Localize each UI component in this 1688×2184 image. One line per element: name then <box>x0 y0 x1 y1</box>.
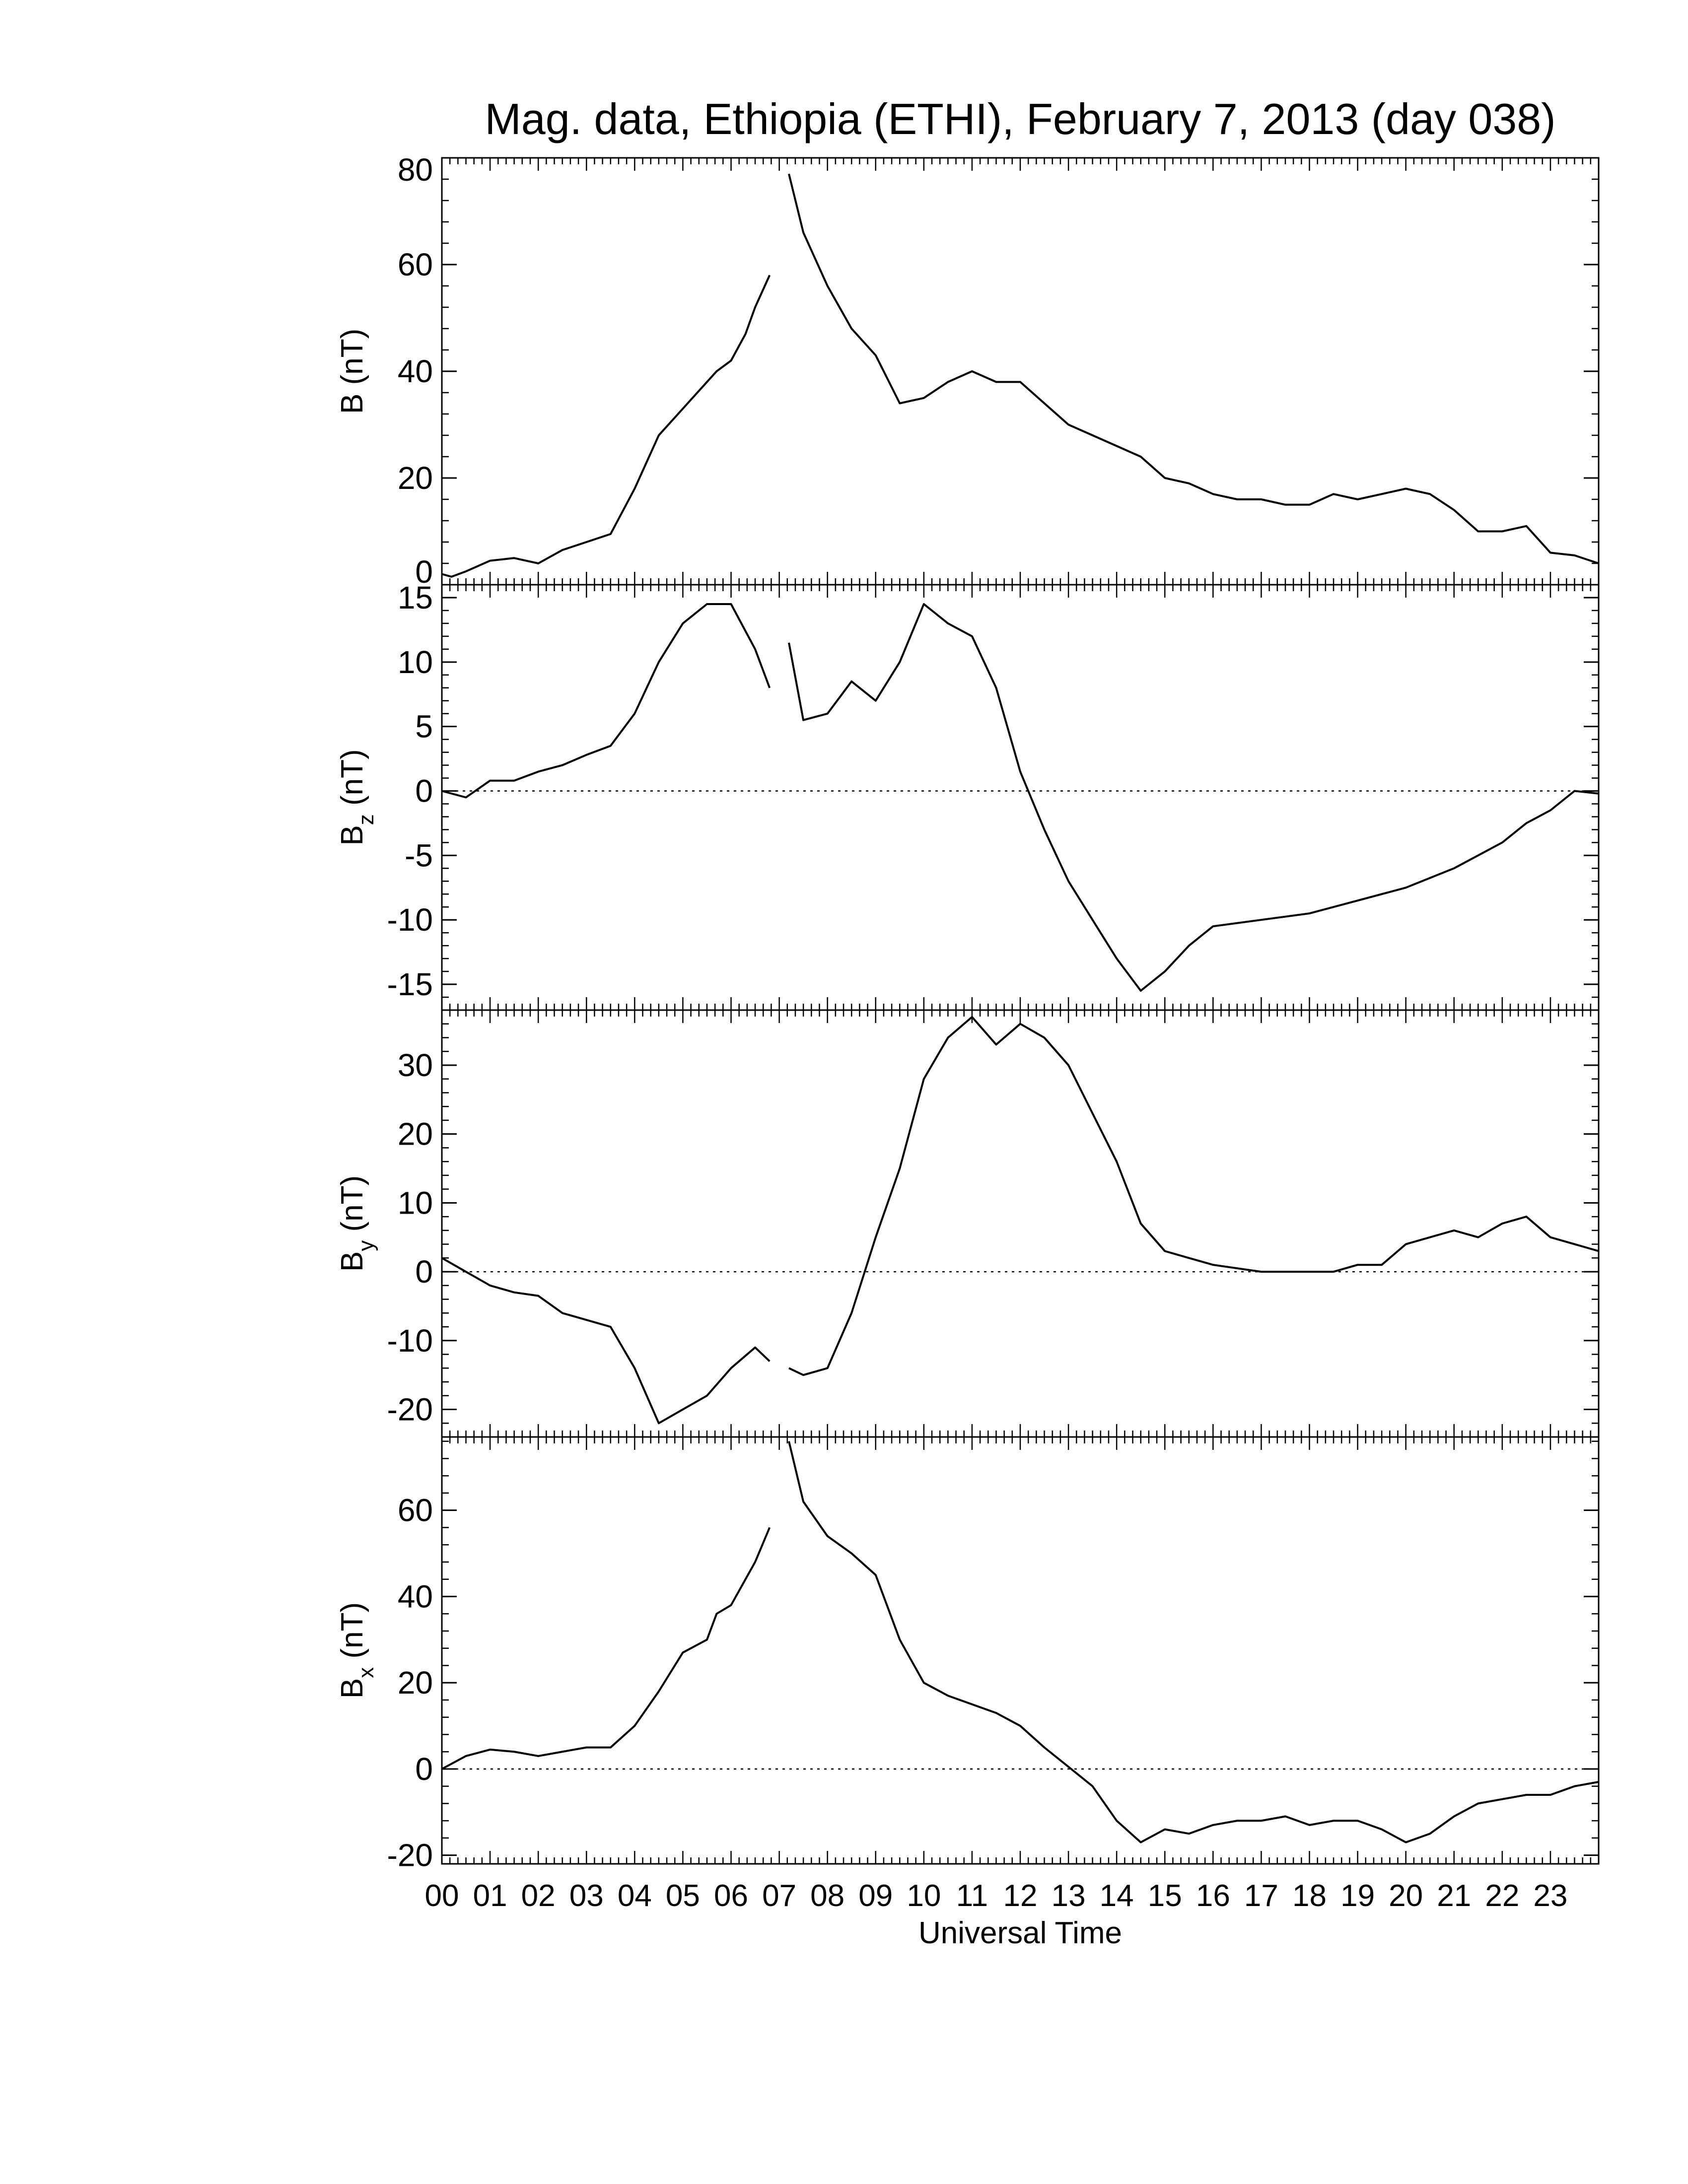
y-tick-label: -10 <box>387 902 433 938</box>
x-tick-label: 18 <box>1292 1879 1327 1913</box>
series-line-segment-0 <box>441 1527 771 1770</box>
x-tick-label: 17 <box>1244 1879 1278 1913</box>
x-tick-label: 01 <box>473 1879 507 1913</box>
panel-b-x-nt: -20 0 20 40 60 Bx (nT) <box>335 1436 1600 1873</box>
x-tick-label: 00 <box>425 1879 459 1913</box>
series-line-segment-0 <box>441 603 771 799</box>
y-axis-label: Bx (nT) <box>335 1602 378 1699</box>
y-tick-label: 5 <box>415 709 433 745</box>
x-tick-label: 08 <box>810 1879 844 1913</box>
y-axis-label: B (nT) <box>335 329 369 414</box>
panel-frame <box>441 584 1600 1011</box>
x-tick-label: 04 <box>618 1879 652 1913</box>
y-tick-label: 60 <box>398 247 433 282</box>
x-tick-label: 10 <box>907 1879 941 1913</box>
y-tick-label: 0 <box>415 554 433 590</box>
x-tick-label: 13 <box>1052 1879 1086 1913</box>
x-tick-label: 11 <box>956 1879 988 1913</box>
y-tick-label: 20 <box>398 460 433 496</box>
panel-frame <box>441 1009 1600 1438</box>
y-tick-label: 40 <box>398 353 433 389</box>
y-tick-label: 10 <box>398 644 433 680</box>
x-tick-label: 21 <box>1437 1879 1471 1913</box>
x-tick-label: 14 <box>1100 1879 1134 1913</box>
x-axis: 00 01 02 03 04 05 06 07 08 09 10 11 12 13 14 15 16 17 18 19… <box>425 1879 1568 1913</box>
x-tick-label: 09 <box>858 1879 893 1913</box>
x-tick-label: 15 <box>1148 1879 1182 1913</box>
y-tick-label: -10 <box>387 1323 433 1359</box>
series-line-segment-1 <box>788 603 1599 992</box>
panel-frame <box>441 157 1600 586</box>
y-tick-label: 20 <box>398 1116 433 1152</box>
y-tick-label: 20 <box>398 1665 433 1701</box>
y-tick-label: 0 <box>415 1751 433 1787</box>
panel-b-nt: 0 20 40 60 80 B (nT) <box>335 152 1600 590</box>
y-tick-label: 15 <box>398 580 433 615</box>
y-axis-label: Bz (nT) <box>335 749 378 845</box>
series-line-segment-0 <box>441 274 771 578</box>
series-line-segment-1 <box>788 1441 1599 1843</box>
y-tick-label: -5 <box>405 837 433 873</box>
panel-frame <box>441 1436 1600 1865</box>
series-line-segment-1 <box>788 173 1599 564</box>
x-tick-label: 19 <box>1340 1879 1375 1913</box>
x-tick-label: 20 <box>1389 1879 1423 1913</box>
y-tick-label: 0 <box>415 773 433 809</box>
y-tick-label: 40 <box>398 1578 433 1614</box>
y-axis-label: By (nT) <box>335 1175 378 1272</box>
x-tick-label: 05 <box>666 1879 700 1913</box>
y-tick-label: -20 <box>387 1392 433 1428</box>
x-tick-label: 12 <box>1003 1879 1038 1913</box>
x-tick-label: 03 <box>569 1879 604 1913</box>
x-tick-label: 16 <box>1196 1879 1230 1913</box>
chart-title: Mag. data, Ethiopia (ETHI), February 7, … <box>485 94 1555 143</box>
x-axis-label: Universal Time <box>918 1916 1122 1950</box>
y-tick-label: 10 <box>398 1185 433 1221</box>
y-tick-label: 80 <box>398 152 433 188</box>
x-tick-label: 23 <box>1533 1879 1567 1913</box>
series-line-segment-1 <box>788 1016 1599 1376</box>
x-tick-label: 06 <box>714 1879 748 1913</box>
series-line-segment-0 <box>441 1257 771 1425</box>
y-tick-label: 60 <box>398 1493 433 1528</box>
x-tick-label: 22 <box>1485 1879 1519 1913</box>
panel-b-z-nt: -15 -10 -5 0 5 10 15 Bz (nT) <box>335 580 1600 1011</box>
panel-b-y-nt: -20 -10 0 10 20 30 By (nT) <box>335 1009 1600 1438</box>
x-tick-label: 02 <box>521 1879 556 1913</box>
y-tick-label: -15 <box>387 966 433 1002</box>
y-tick-label: 0 <box>415 1254 433 1290</box>
x-tick-label: 07 <box>762 1879 796 1913</box>
y-tick-label: 30 <box>398 1047 433 1083</box>
y-tick-label: -20 <box>387 1838 433 1873</box>
